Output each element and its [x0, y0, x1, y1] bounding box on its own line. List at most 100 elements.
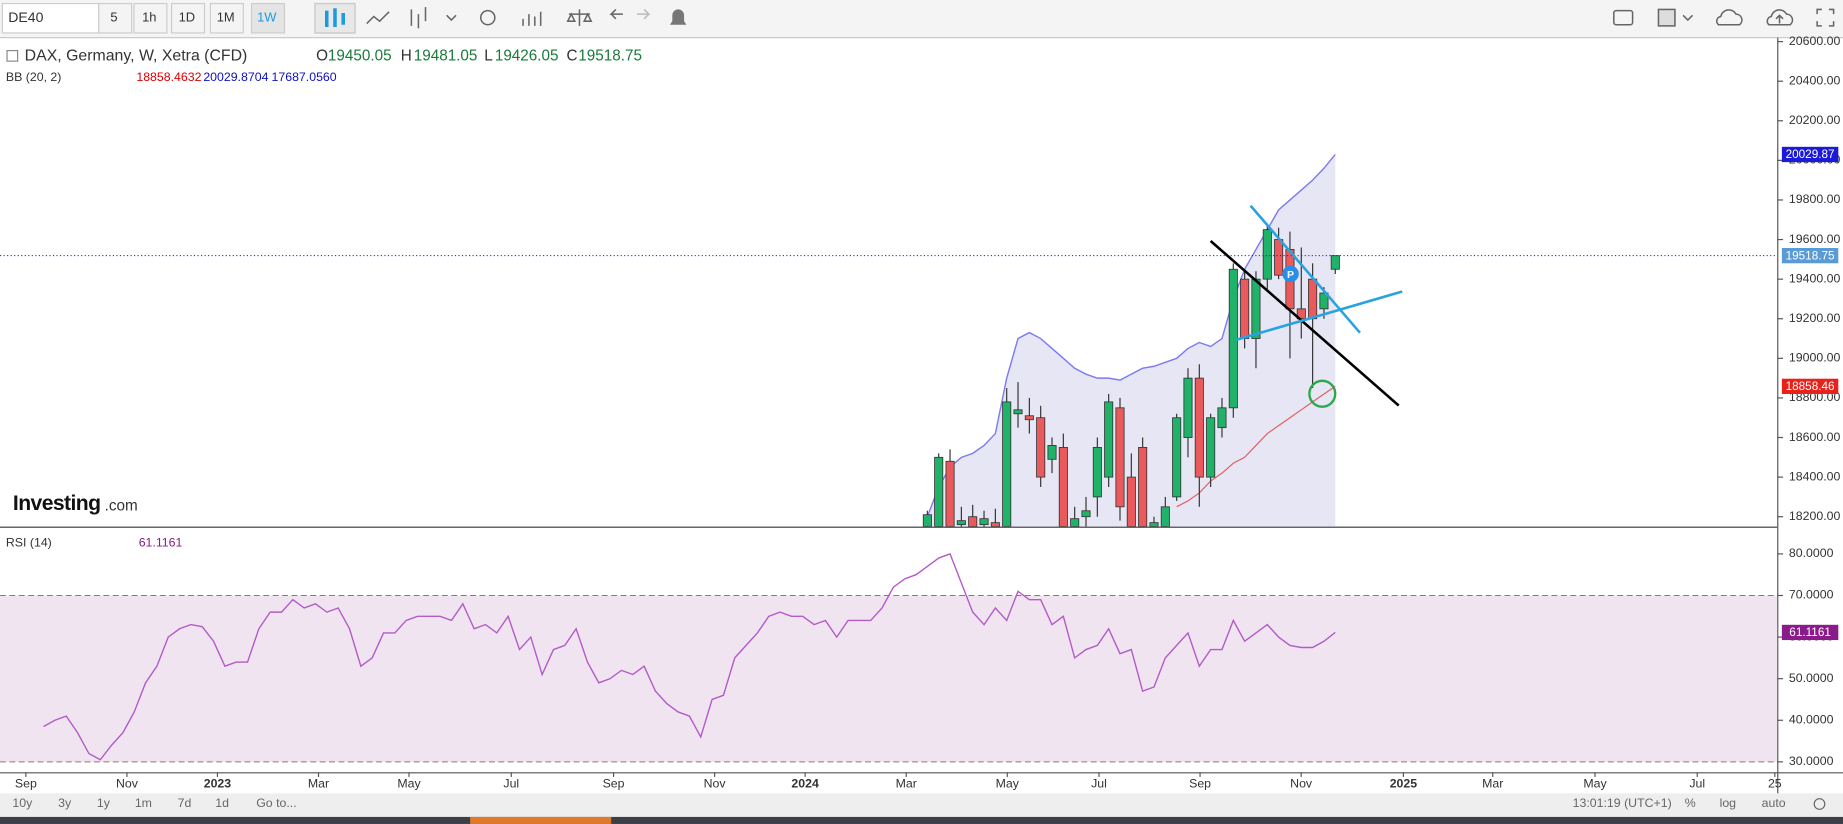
candle-body [1308, 278, 1318, 320]
settings-icon[interactable] [479, 9, 496, 26]
candle-body [1058, 447, 1068, 527]
candle-body [934, 456, 944, 527]
price-badge [1781, 248, 1839, 264]
candle-body [1251, 278, 1261, 339]
legend-value: 19426.05 [495, 47, 559, 64]
marker[interactable] [1282, 265, 1299, 283]
alert-icon[interactable] [669, 9, 687, 25]
range-button[interactable]: 1d [215, 796, 229, 810]
trend-line[interactable] [1209, 240, 1400, 407]
x-tick-label: Sep [603, 776, 625, 790]
indicators-icon[interactable] [522, 11, 542, 26]
y-tick-label: 70.0000 [1789, 588, 1834, 602]
line-icon[interactable] [366, 11, 390, 25]
legend-label: C [567, 47, 578, 64]
candle-body [1172, 417, 1182, 498]
candle-body [968, 516, 978, 527]
watermark-suffix: .com [105, 498, 138, 515]
interval-button[interactable] [209, 2, 244, 34]
candle-body [990, 522, 1000, 527]
trend-line[interactable] [1236, 290, 1403, 341]
candle-body [1104, 401, 1114, 478]
y-tick-label: 19000.00 [1789, 351, 1841, 365]
rsi-badge-label: 61.1161 [1789, 626, 1831, 639]
x-tick-label: 2023 [204, 776, 232, 790]
candle-body [1274, 239, 1284, 276]
candle-body [1240, 278, 1250, 339]
y-tick-label: 19200.00 [1789, 311, 1841, 325]
circle-drawing[interactable] [1308, 379, 1337, 408]
settings-icon[interactable] [1813, 798, 1826, 810]
goto-button[interactable]: Go to... [256, 796, 296, 810]
candle-body [1149, 522, 1159, 527]
symbol: DE40 [8, 9, 43, 25]
interval-button[interactable] [250, 2, 286, 34]
indicator-value: 61.1161 [139, 535, 183, 549]
indicator-title: RSI (14) [6, 535, 52, 549]
interval-button[interactable] [98, 2, 133, 34]
x-tick-label: Nov [116, 776, 139, 790]
x-tick-label: Sep [1189, 776, 1211, 790]
candle-body [1206, 417, 1216, 478]
y-tick-label: 18600.00 [1789, 430, 1841, 444]
candle-body [1081, 510, 1091, 518]
layout-icon[interactable] [1657, 8, 1676, 27]
bottom-bar [0, 793, 1843, 817]
camera-icon[interactable] [1613, 9, 1634, 26]
undo-icon[interactable] [609, 8, 623, 20]
cloud-save-icon[interactable] [1766, 9, 1794, 26]
legend-title: DAX, Germany, W, Xetra (CFD) [25, 48, 248, 65]
interval-button[interactable] [133, 2, 168, 34]
indicator-value: 20029.8704 [203, 70, 268, 84]
scale-option[interactable]: log [1720, 796, 1737, 810]
fullscreen-icon[interactable] [1816, 8, 1835, 27]
range-button[interactable]: 3y [58, 796, 72, 810]
y-tick-label: 80.0000 [1789, 546, 1834, 560]
indicator-value: 17687.0560 [272, 70, 337, 84]
symbol-input[interactable] [1, 2, 100, 34]
range-button[interactable]: 7d [178, 796, 192, 810]
candle-body [922, 514, 932, 527]
candle-body [945, 460, 955, 527]
candle-body [1126, 476, 1136, 527]
y-tick-label: 20200.00 [1789, 113, 1841, 127]
candle-body [1070, 518, 1080, 527]
range-button[interactable]: 1m [135, 796, 152, 810]
y-tick-label: 19400.00 [1789, 271, 1841, 285]
legend-label: O [316, 47, 328, 64]
y-tick-label: 19800.00 [1789, 192, 1841, 206]
dropdown-icon[interactable] [446, 14, 457, 22]
candle-body [1183, 377, 1193, 438]
range-button[interactable]: 1y [97, 796, 111, 810]
compare-icon[interactable] [566, 9, 593, 26]
bar-icon[interactable] [410, 7, 427, 29]
interval-label: 5 [110, 10, 117, 25]
cloud-load-icon[interactable] [1716, 9, 1743, 26]
layout-dropdown[interactable] [1682, 14, 1694, 22]
y-tick-label: 40.0000 [1789, 713, 1834, 727]
x-tick-label: 2025 [1390, 776, 1418, 790]
collapse-icon[interactable] [6, 49, 19, 62]
y-tick-label: 50.0000 [1789, 671, 1834, 685]
scale-option[interactable]: auto [1762, 796, 1786, 810]
candle-body [1002, 401, 1012, 527]
candle-body [1160, 506, 1170, 527]
interval-button[interactable] [171, 2, 206, 34]
y-tick-label: 18400.00 [1789, 469, 1841, 483]
candle-body [1115, 407, 1125, 508]
y-tick-label: 20400.00 [1789, 73, 1841, 87]
interval-label: 1D [179, 10, 196, 25]
candle-body [956, 520, 966, 526]
candle-body [1330, 255, 1340, 270]
indicator-value: 18858.4632 [136, 70, 201, 84]
scale-option[interactable]: % [1685, 796, 1696, 810]
price-badge-label: 18858.46 [1786, 380, 1835, 393]
redo-icon[interactable] [637, 8, 651, 20]
rsi-line [43, 553, 1336, 761]
candle-body [1217, 407, 1227, 429]
price-badge-label: 19518.75 [1786, 249, 1835, 262]
rsi-band [0, 595, 1778, 762]
trend-line[interactable] [1249, 204, 1361, 334]
candle-body [1092, 447, 1102, 498]
range-button[interactable]: 10y [12, 796, 33, 810]
